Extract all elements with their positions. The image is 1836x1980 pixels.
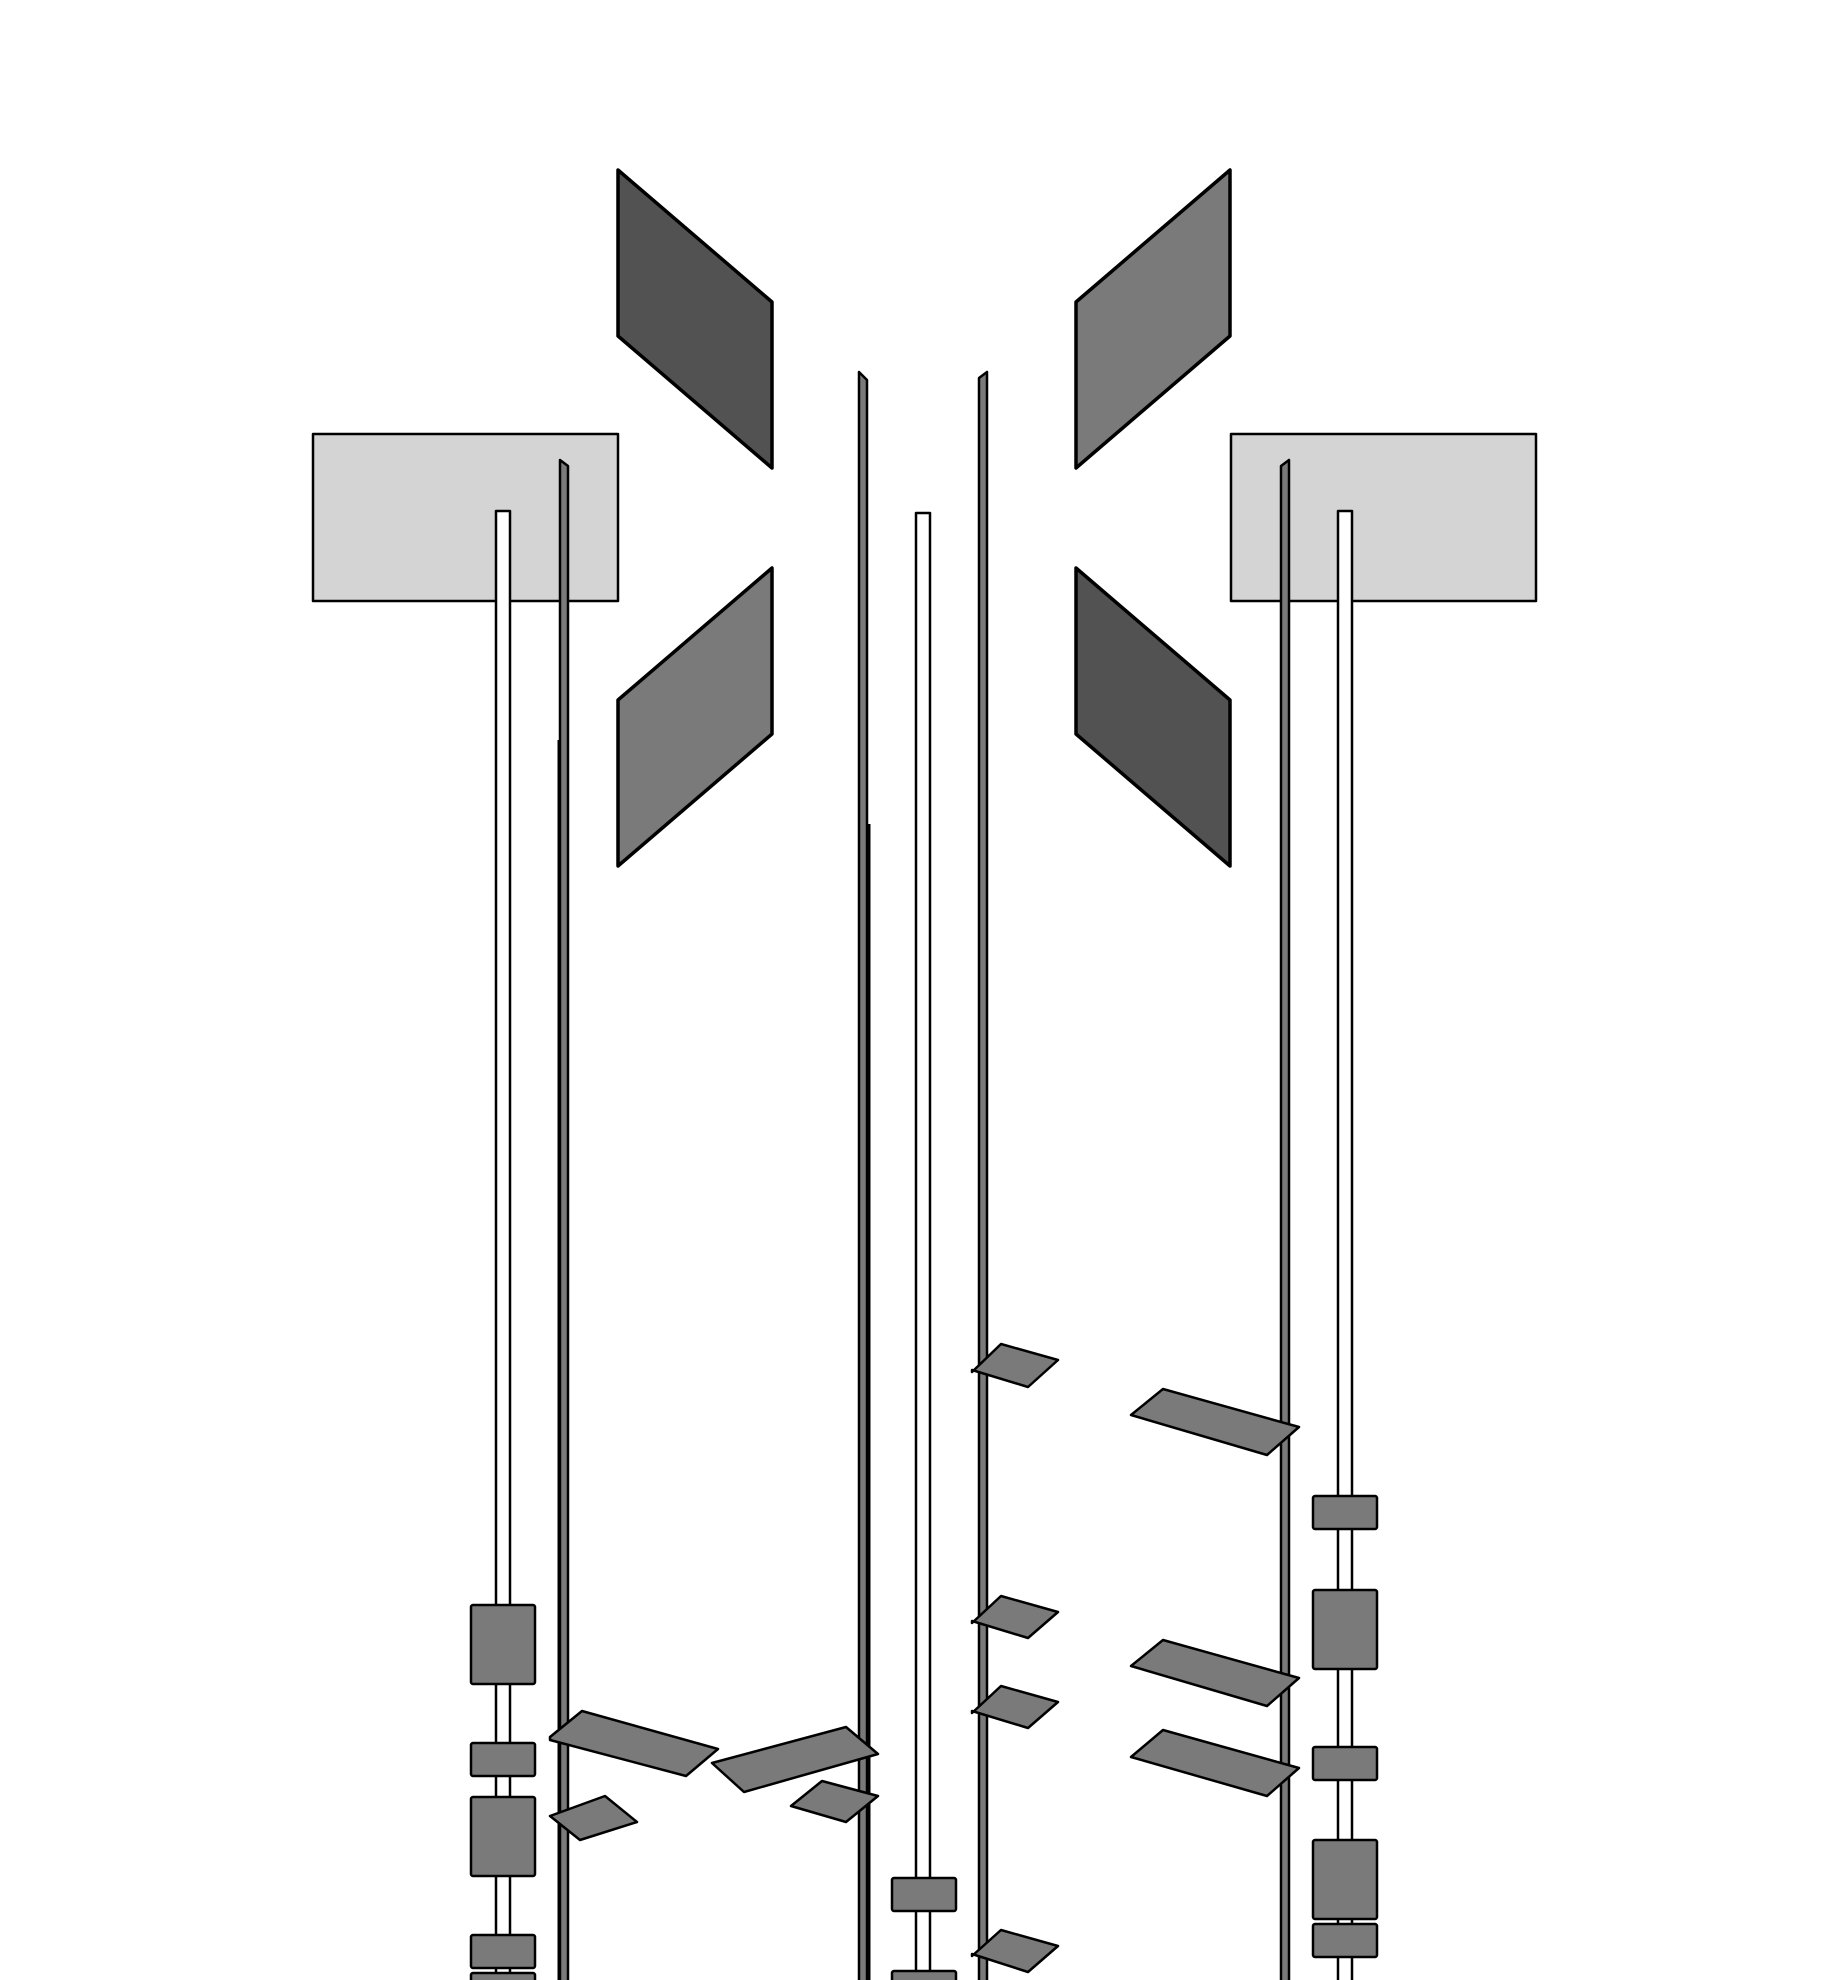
slanted-plate xyxy=(1129,1638,1301,1708)
slanted-plate xyxy=(970,1594,1060,1640)
slanted-plate xyxy=(970,1684,1060,1730)
centre-white-pole xyxy=(914,511,932,1980)
slanted-plate xyxy=(710,1725,880,1794)
left-clamp-block xyxy=(469,1603,537,1686)
centre-pole-clamps xyxy=(890,1876,958,1980)
slanted-plate xyxy=(1129,1728,1301,1798)
slanted-plate xyxy=(548,1794,639,1842)
left-slanted-plates xyxy=(548,1709,880,1842)
left-panel-rectangle xyxy=(311,432,620,603)
right-panel-rectangle xyxy=(1229,432,1538,603)
slanted-plate xyxy=(789,1779,880,1824)
right-clamp-block xyxy=(1311,1838,1379,1921)
right-clamp-block xyxy=(1311,1588,1379,1671)
right-slanted-plates xyxy=(970,1342,1301,1974)
right-lower-dark-rhombus xyxy=(1074,566,1232,868)
left-dark-rod xyxy=(558,458,570,1980)
left-clamp-block xyxy=(469,1741,537,1778)
centre-right-rod xyxy=(977,370,989,1980)
left-lower-mid-rhombus xyxy=(616,566,774,868)
centre-clamp-block xyxy=(890,1876,958,1913)
left-clamp-block xyxy=(469,1971,537,1980)
slanted-plate xyxy=(548,1709,720,1778)
slanted-plate xyxy=(970,1928,1060,1974)
slanted-plate xyxy=(970,1342,1060,1389)
left-pole-clamps xyxy=(469,1603,537,1980)
left-clamp-block xyxy=(469,1933,537,1970)
centre-left-rod xyxy=(857,370,869,1980)
centre-clamp-block xyxy=(890,1969,958,1980)
right-dark-rod xyxy=(1279,458,1291,1980)
right-clamp-block xyxy=(1311,1745,1379,1782)
right-pole-clamps xyxy=(1311,1494,1379,1959)
left-upper-dark-rhombus xyxy=(616,168,774,470)
right-upper-mid-rhombus xyxy=(1074,168,1232,470)
right-clamp-block xyxy=(1311,1922,1379,1959)
left-clamp-block xyxy=(469,1795,537,1878)
slanted-plate xyxy=(1129,1387,1301,1457)
right-clamp-block xyxy=(1311,1494,1379,1531)
